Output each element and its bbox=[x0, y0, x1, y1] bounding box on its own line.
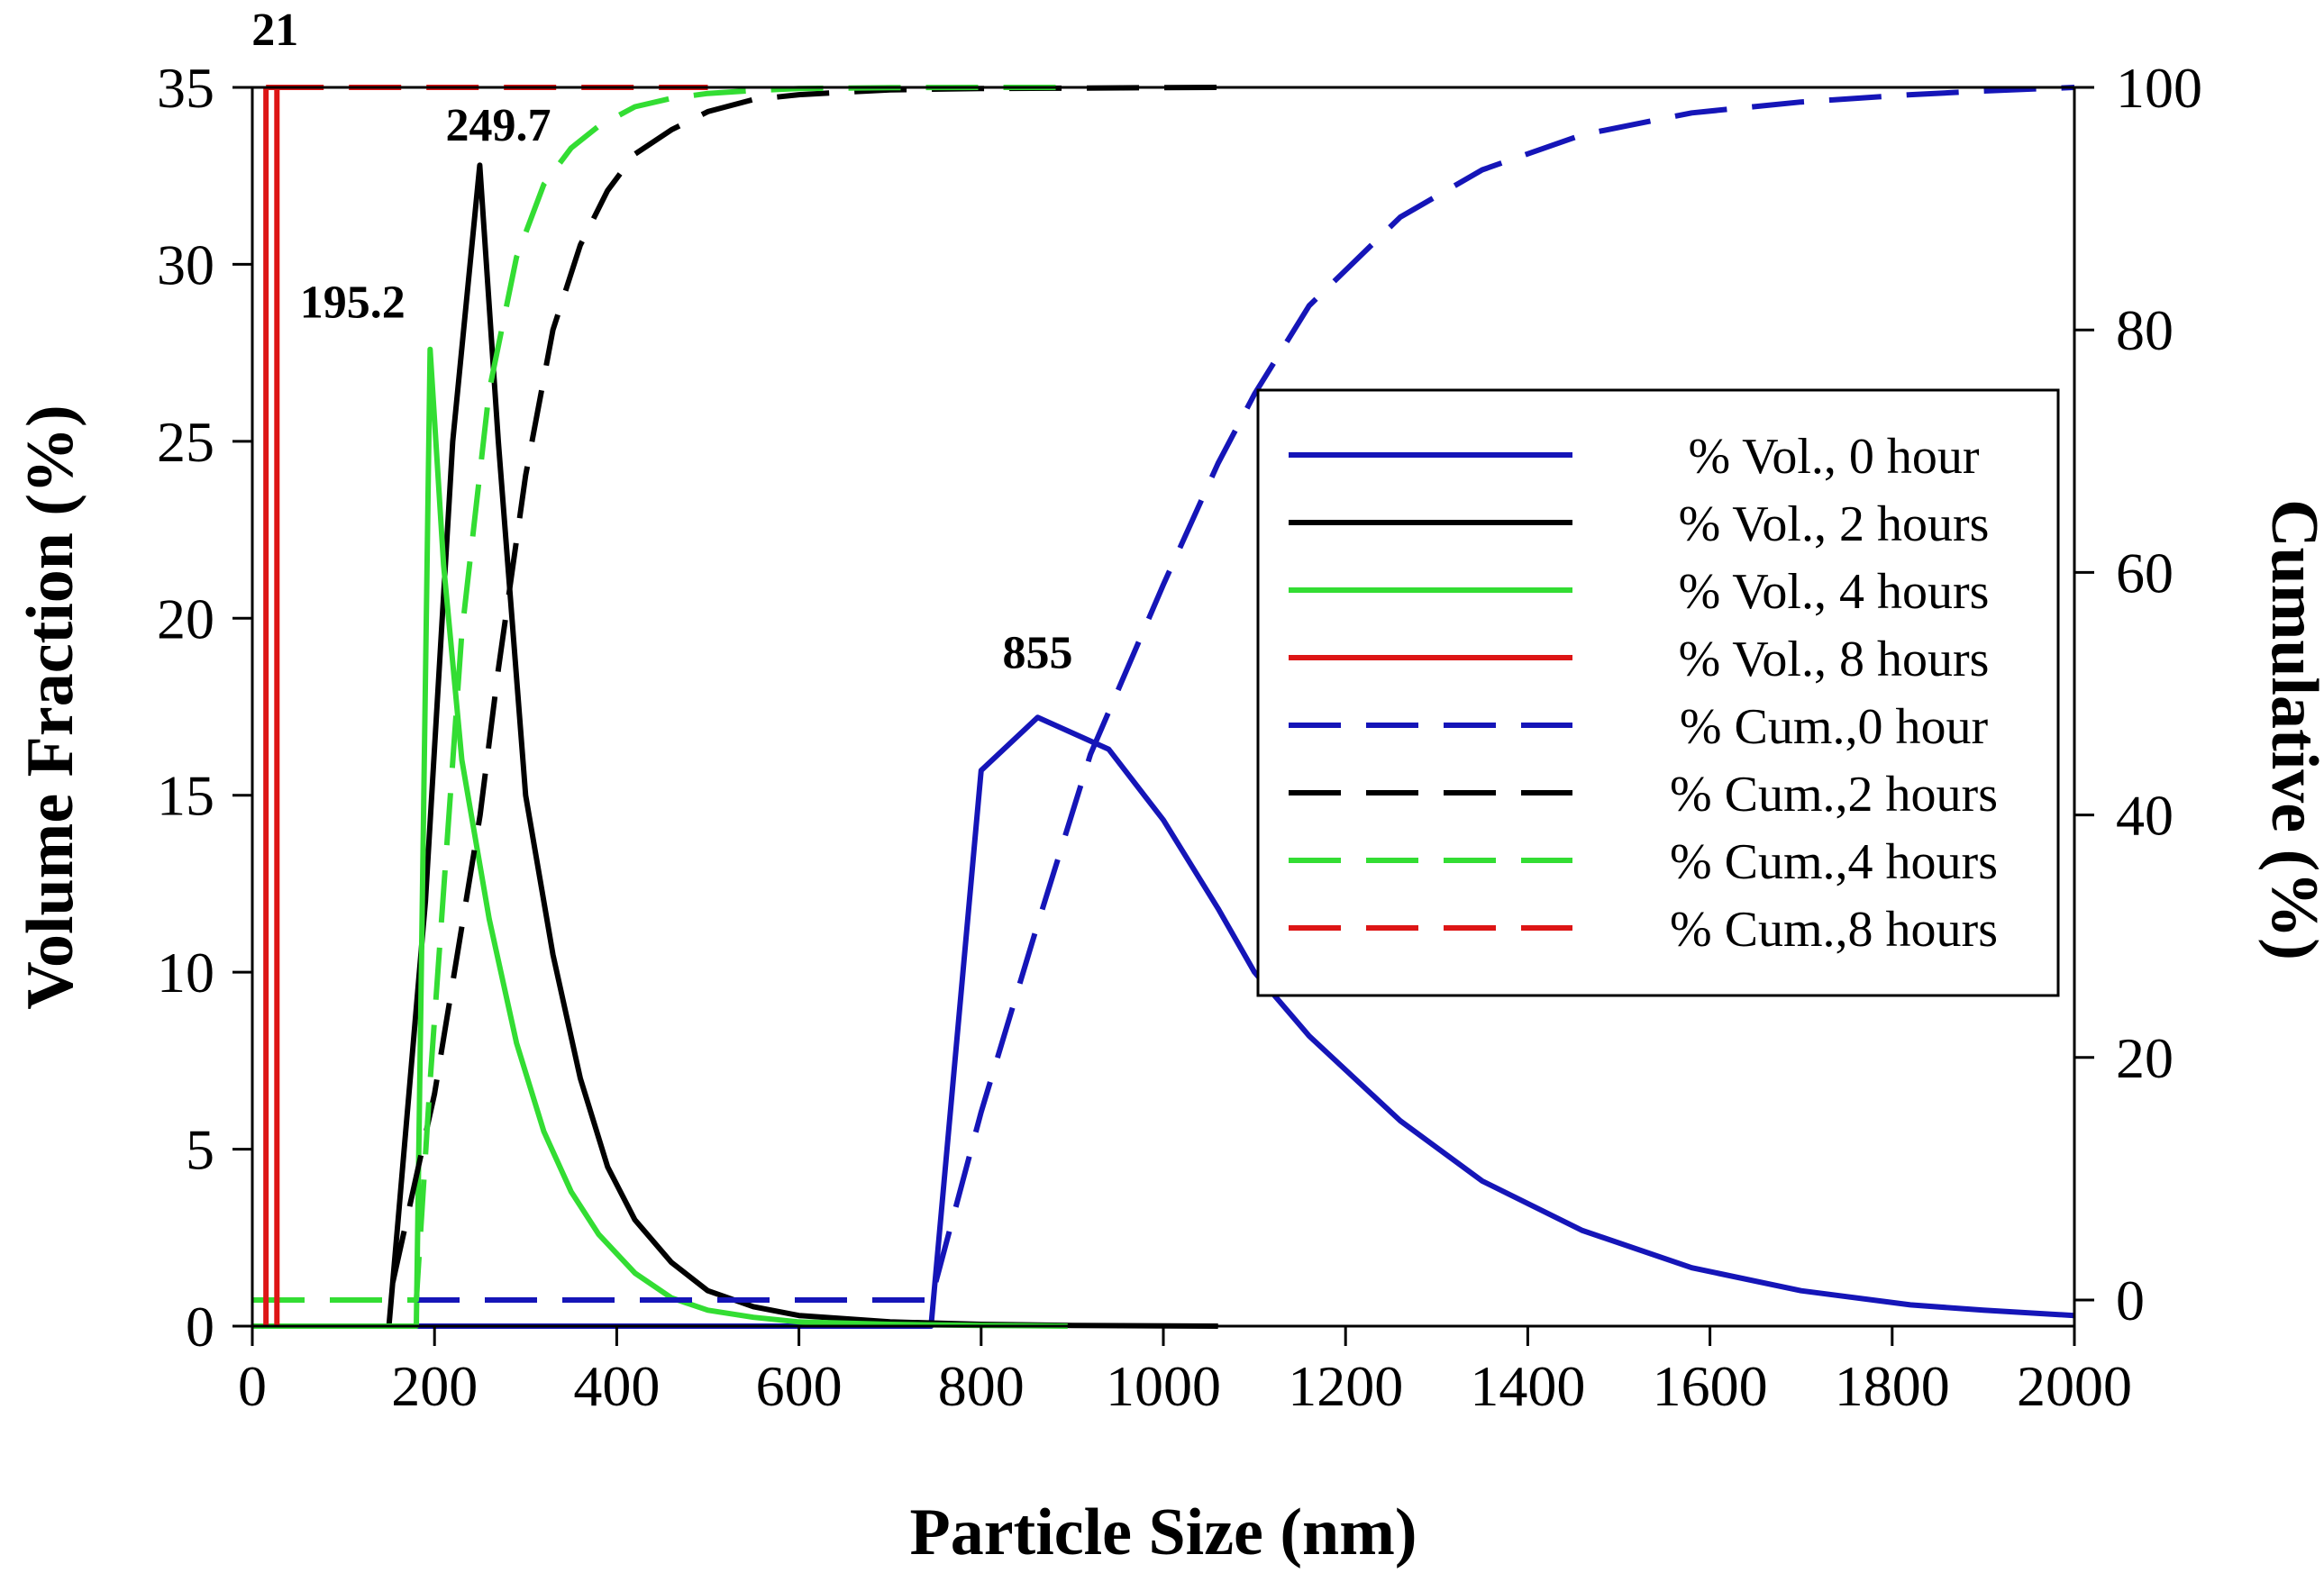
series-line-cum-0-hour bbox=[252, 85, 2075, 1303]
x-tick-label: 600 bbox=[756, 1354, 843, 1418]
peak-label-21: 21 bbox=[251, 5, 298, 56]
legend-label-cum-2-hours: % Cum.,2 hours bbox=[1670, 767, 1998, 823]
y2-tick-label: 0 bbox=[2116, 1268, 2145, 1332]
y-tick-label: 35 bbox=[157, 56, 214, 120]
y-tick-label: 30 bbox=[157, 232, 214, 296]
legend-box bbox=[1256, 388, 2060, 997]
y-tick-label: 5 bbox=[186, 1118, 214, 1182]
y-tick-label: 25 bbox=[157, 410, 214, 474]
y2-axis-title: Cumulative (%) bbox=[2257, 499, 2324, 960]
legend-label-vol-4-hours: % Vol., 4 hours bbox=[1679, 564, 1990, 620]
y2-tick-label: 20 bbox=[2116, 1026, 2174, 1090]
x-tick-label: 2000 bbox=[2017, 1354, 2132, 1418]
series-group bbox=[252, 85, 2075, 1329]
legend: % Vol., 0 hour % Vol., 2 hours % Vol., 4 h… bbox=[1256, 388, 2060, 997]
legend-label-cum-4-hours: % Cum.,4 hours bbox=[1670, 834, 1998, 890]
legend-label-cum-0-hour: % Cum.,0 hour bbox=[1680, 699, 1989, 755]
legend-label-cum-8-hours: % Cum.,8 hours bbox=[1670, 902, 1998, 958]
x-tick-label: 1000 bbox=[1106, 1354, 1221, 1418]
peak-label-249-7: 249.7 bbox=[445, 100, 551, 151]
y2-tick-label: 40 bbox=[2116, 784, 2174, 848]
legend-label-vol-8-hours: % Vol., 8 hours bbox=[1679, 632, 1990, 687]
x-tick-label: 1400 bbox=[1470, 1354, 1585, 1418]
x-tick-label: 1800 bbox=[1835, 1354, 1950, 1418]
x-tick-label: 200 bbox=[391, 1354, 478, 1418]
x-tick-label: 800 bbox=[938, 1354, 1025, 1418]
x-tick-label: 0 bbox=[238, 1354, 267, 1418]
legend-label-vol-2-hours: % Vol., 2 hours bbox=[1679, 496, 1990, 552]
y2-tick-label: 100 bbox=[2116, 56, 2202, 120]
series-line-vol-0-hour bbox=[252, 714, 2075, 1329]
series-line-cum-2-hours bbox=[252, 85, 1218, 1303]
y-tick-label: 20 bbox=[157, 586, 214, 650]
axes-group: 0 200 400 600 800 1000 1200 1400 1600 1800 2000051… bbox=[157, 56, 2202, 1418]
x-tick-label: 1200 bbox=[1288, 1354, 1403, 1418]
series-line-vol-4-hours bbox=[252, 346, 1068, 1329]
y-tick-label: 15 bbox=[157, 764, 214, 828]
x-tick-label: 1600 bbox=[1653, 1354, 1768, 1418]
peak-label-855: 855 bbox=[1002, 627, 1072, 678]
y-axis-title: Volume Fraction (%) bbox=[14, 405, 87, 1009]
peak-label-195-2: 195.2 bbox=[300, 277, 406, 328]
annotations-group: 21 249.7 195.2 855 bbox=[251, 5, 1072, 678]
x-axis-title: Particle Size (nm) bbox=[910, 1496, 1417, 1569]
x-tick-label: 400 bbox=[573, 1354, 660, 1418]
y2-tick-label: 80 bbox=[2116, 298, 2174, 362]
y-tick-label: 10 bbox=[157, 941, 214, 1005]
y2-tick-label: 60 bbox=[2116, 541, 2174, 605]
legend-label-vol-0-hour: % Vol., 0 hour bbox=[1688, 429, 1979, 485]
y-tick-label: 0 bbox=[186, 1295, 214, 1359]
